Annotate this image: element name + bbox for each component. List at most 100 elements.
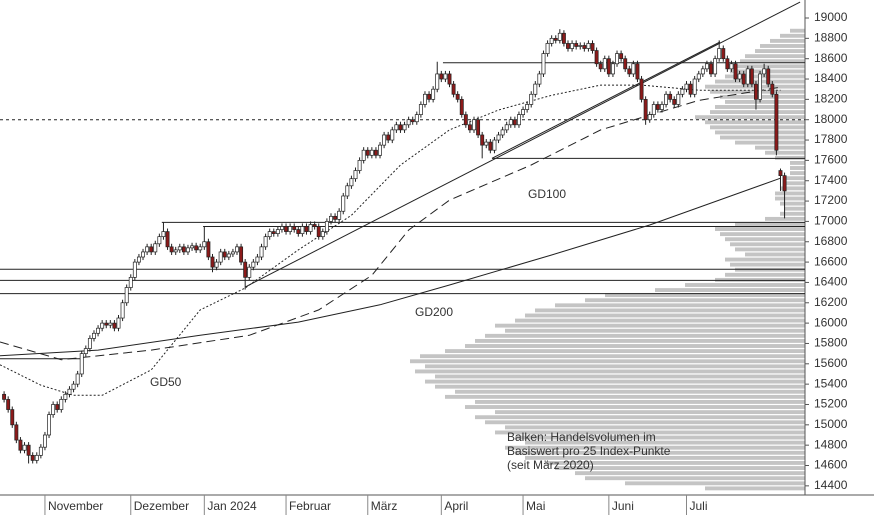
candle-body bbox=[308, 224, 313, 232]
volume-bar bbox=[585, 298, 805, 303]
volume-bar bbox=[790, 160, 805, 165]
candle-body bbox=[598, 63, 603, 70]
volume-bar bbox=[495, 410, 805, 415]
candle-body bbox=[451, 83, 456, 95]
candle-body bbox=[655, 104, 660, 110]
y-tick-label: 16800 bbox=[814, 234, 848, 248]
candle-body bbox=[92, 332, 96, 339]
y-tick-label: 14800 bbox=[814, 437, 848, 451]
volume-bar bbox=[720, 94, 805, 99]
x-tick-label: Juli bbox=[689, 499, 707, 513]
volume-bar bbox=[710, 110, 805, 115]
candle-body bbox=[280, 226, 284, 230]
candle-body bbox=[169, 246, 174, 253]
candle-body bbox=[386, 134, 391, 141]
volume-bar bbox=[545, 461, 805, 465]
candle-body bbox=[194, 245, 199, 251]
candle-body bbox=[63, 393, 68, 400]
volume-bar bbox=[575, 471, 805, 476]
volume-bar bbox=[790, 171, 805, 176]
volume-bar bbox=[790, 28, 805, 33]
ma-label: GD100 bbox=[528, 187, 566, 201]
volume-bar bbox=[785, 206, 805, 211]
candle-body bbox=[337, 210, 342, 220]
volume-bar bbox=[785, 181, 805, 186]
volume-bar bbox=[715, 277, 805, 282]
candle-body bbox=[157, 236, 162, 245]
candle-body bbox=[455, 93, 460, 100]
volume-bar bbox=[780, 201, 805, 206]
candle-body bbox=[206, 241, 211, 258]
candle-body bbox=[729, 63, 734, 70]
candle-body bbox=[18, 439, 23, 451]
y-tick-label: 15800 bbox=[814, 336, 848, 350]
y-tick-label: 19000 bbox=[814, 10, 848, 24]
candle-body bbox=[500, 129, 505, 136]
candle-body bbox=[672, 99, 677, 105]
y-tick-label: 17400 bbox=[814, 173, 848, 187]
volume-bar bbox=[755, 145, 805, 150]
y-tick-label: 16000 bbox=[814, 315, 848, 329]
y-tick-label: 15400 bbox=[814, 376, 848, 390]
candle-body bbox=[83, 348, 88, 354]
trend-line bbox=[491, 41, 721, 159]
candle-body bbox=[288, 226, 293, 232]
candle-body bbox=[300, 226, 305, 234]
candle-body bbox=[700, 68, 705, 75]
candle-body bbox=[627, 68, 632, 75]
candle-body bbox=[10, 409, 15, 426]
y-tick-label: 16600 bbox=[814, 254, 848, 268]
volume-bar bbox=[685, 283, 805, 287]
candle-body bbox=[6, 399, 11, 410]
candle-body bbox=[770, 83, 775, 95]
candle-body bbox=[47, 414, 51, 436]
candle-body bbox=[517, 114, 521, 126]
volume-bar bbox=[735, 140, 805, 145]
candle-body bbox=[267, 231, 272, 238]
volume-bar bbox=[735, 222, 805, 226]
candle-body bbox=[709, 63, 713, 75]
candle-body bbox=[320, 231, 325, 238]
candle-body bbox=[684, 83, 689, 90]
volume-bar bbox=[475, 399, 805, 404]
candle-body bbox=[263, 236, 268, 248]
candle-body bbox=[2, 393, 7, 400]
candle-body bbox=[570, 43, 575, 49]
y-tick-label: 16400 bbox=[814, 275, 848, 289]
ma-label: GD200 bbox=[415, 305, 453, 319]
candle-body bbox=[55, 404, 60, 410]
candle-body bbox=[619, 53, 624, 60]
y-tick-label: 15000 bbox=[814, 417, 848, 431]
candle-body bbox=[75, 373, 80, 385]
volume-bar bbox=[525, 455, 805, 460]
candle-body bbox=[508, 119, 513, 126]
volume-bar bbox=[555, 466, 805, 470]
candle-body bbox=[230, 251, 235, 255]
candle-body bbox=[435, 73, 440, 90]
y-tick-label: 18400 bbox=[814, 71, 848, 85]
volume-bar bbox=[715, 227, 805, 231]
candle-body bbox=[255, 256, 260, 263]
candle-body bbox=[165, 231, 170, 248]
y-tick-label: 15600 bbox=[814, 356, 848, 370]
candle-body bbox=[365, 149, 370, 156]
candle-body bbox=[623, 58, 628, 70]
candle-body bbox=[284, 226, 288, 232]
candle-body bbox=[484, 141, 489, 146]
candle-body bbox=[247, 266, 252, 278]
candle-body bbox=[71, 383, 76, 390]
candle-body bbox=[594, 50, 599, 65]
candle-body bbox=[136, 256, 141, 263]
candle-body bbox=[22, 444, 27, 451]
candle-body bbox=[549, 37, 554, 44]
candle-body bbox=[239, 246, 244, 263]
candle-body bbox=[778, 170, 783, 176]
candle-body bbox=[533, 83, 538, 95]
candle-body bbox=[120, 302, 125, 319]
candle-body bbox=[541, 53, 546, 75]
candle-body bbox=[124, 287, 129, 304]
candle-body bbox=[680, 88, 685, 95]
candle-body bbox=[34, 454, 39, 461]
candle-body bbox=[349, 178, 354, 187]
